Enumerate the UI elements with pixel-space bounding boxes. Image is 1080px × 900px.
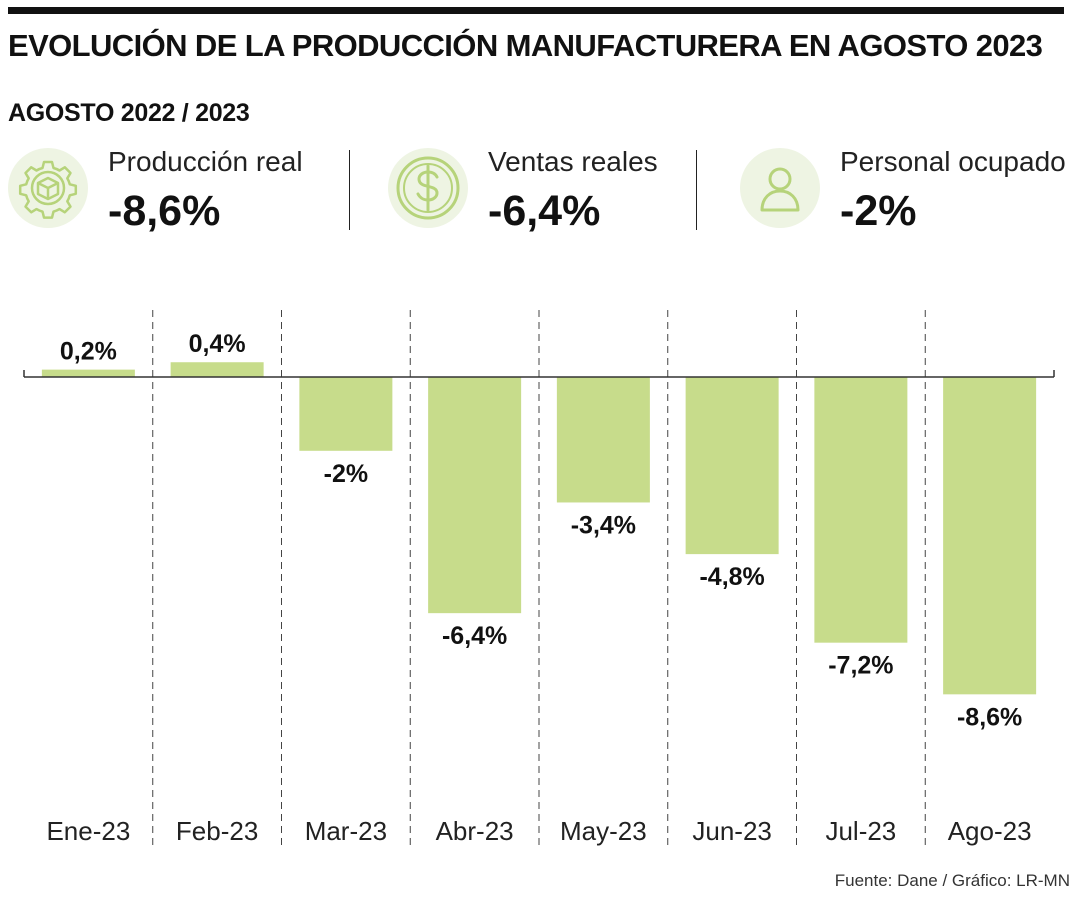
x-tick-label: Jun-23 bbox=[692, 816, 772, 846]
kpi-divider bbox=[696, 150, 697, 230]
top-rule bbox=[8, 7, 1064, 14]
bar bbox=[943, 377, 1037, 695]
person-icon bbox=[740, 148, 820, 228]
data-label: -7,2% bbox=[828, 652, 893, 680]
bar bbox=[814, 377, 908, 643]
bar bbox=[556, 377, 650, 503]
chart-title: EVOLUCIÓN DE LA PRODUCCIÓN MANUFACTURERA… bbox=[8, 28, 1043, 63]
bar bbox=[41, 369, 135, 377]
kpi-label: Ventas reales bbox=[488, 146, 658, 177]
kpi-label: Producción real bbox=[108, 146, 303, 177]
x-tick-label: Ene-23 bbox=[46, 816, 130, 846]
x-tick-label: May-23 bbox=[560, 816, 647, 846]
x-tick-label: Feb-23 bbox=[176, 816, 258, 846]
chart-subtitle: AGOSTO 2022 / 2023 bbox=[8, 99, 250, 127]
kpi-personal-ocupado: Personal ocupado -2% bbox=[740, 142, 1075, 238]
data-label: -2% bbox=[324, 460, 368, 488]
bar bbox=[428, 377, 522, 614]
kpi-value: -8,6% bbox=[108, 187, 221, 235]
kpi-label: Personal ocupado bbox=[840, 146, 1066, 177]
x-tick-label: Jul-23 bbox=[825, 816, 896, 846]
data-label: -4,8% bbox=[699, 563, 764, 591]
data-label: -6,4% bbox=[442, 622, 507, 650]
data-label: 0,4% bbox=[189, 330, 246, 358]
source-note: Fuente: Dane / Gráfico: LR-MN bbox=[834, 871, 1070, 890]
dollar-icon bbox=[388, 148, 468, 228]
kpi-ventas-reales: Ventas reales -6,4% bbox=[388, 142, 688, 238]
data-label: -3,4% bbox=[571, 511, 636, 539]
x-tick-label: Mar-23 bbox=[305, 816, 387, 846]
bar bbox=[299, 377, 393, 451]
kpi-value: -6,4% bbox=[488, 187, 601, 235]
bar bbox=[170, 362, 264, 377]
kpi-produccion-real: Producción real -8,6% bbox=[8, 142, 338, 238]
bar-chart: 0,2% Ene-23 0,4% Feb-23 -2% Mar-23 -6,4% Abr-23… bbox=[23, 310, 1055, 850]
kpi-value: -2% bbox=[840, 187, 917, 235]
x-tick-label: Abr-23 bbox=[436, 816, 514, 846]
data-label: 0,2% bbox=[60, 338, 117, 366]
data-label: -8,6% bbox=[957, 703, 1022, 731]
kpi-divider bbox=[349, 150, 350, 230]
gear-box-icon bbox=[8, 148, 88, 228]
x-tick-label: Ago-23 bbox=[948, 816, 1032, 846]
bar bbox=[685, 377, 779, 555]
